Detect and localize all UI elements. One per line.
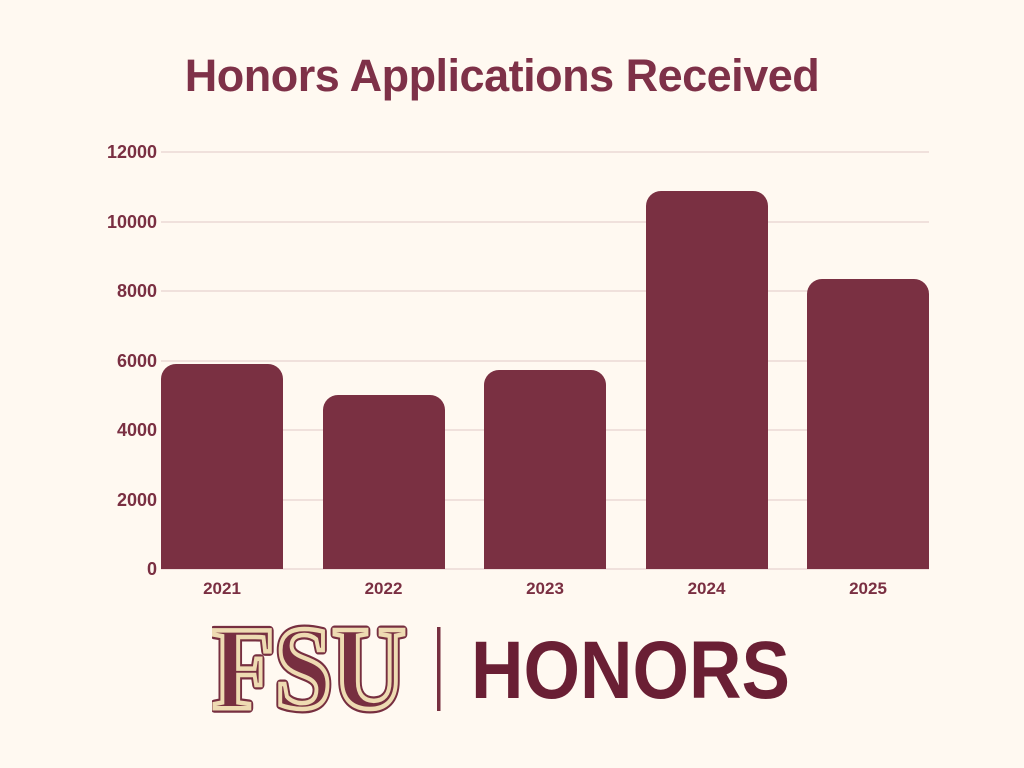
gridline-6000 xyxy=(161,359,929,362)
bar-chart: 0 2000 4000 6000 8000 10000 12000 2021 2022 2023… xyxy=(106,142,929,598)
y-tick-label-12000: 12000 xyxy=(106,142,157,162)
y-tick-label-10000: 10000 xyxy=(106,211,157,232)
x-tick-label-2021: 2021 xyxy=(203,579,241,598)
fsu-wordmark-inline: FSU xyxy=(212,618,406,723)
bar-2021 xyxy=(161,364,283,569)
honors-wordmark: HONORS xyxy=(471,625,790,716)
bar-2024 xyxy=(645,191,768,569)
x-tick-label-2023: 2023 xyxy=(526,579,564,598)
bar-2022 xyxy=(322,395,445,569)
fsu-honors-logo: FSU FSU HONORS xyxy=(212,618,790,723)
bar-2025 xyxy=(807,278,929,569)
y-tick-label-6000: 6000 xyxy=(116,350,157,371)
y-tick-label-2000: 2000 xyxy=(116,489,157,510)
x-tick-label-2022: 2022 xyxy=(364,579,403,598)
gridline-0 xyxy=(161,568,929,570)
y-tick-label-8000: 8000 xyxy=(116,281,157,301)
chart-title: Honors Applications Received xyxy=(184,50,820,101)
logo-divider xyxy=(437,627,441,711)
y-tick-label-0: 0 xyxy=(146,559,157,579)
x-tick-label-2025: 2025 xyxy=(849,579,887,598)
bar-2023 xyxy=(484,370,606,569)
gridline-10000 xyxy=(161,220,929,223)
x-tick-label-2024: 2024 xyxy=(687,579,726,598)
y-tick-label-4000: 4000 xyxy=(116,420,157,440)
gridline-12000 xyxy=(161,151,929,153)
gridline-8000 xyxy=(161,290,929,292)
fsu-wordmark-outline: FSU xyxy=(212,618,406,723)
